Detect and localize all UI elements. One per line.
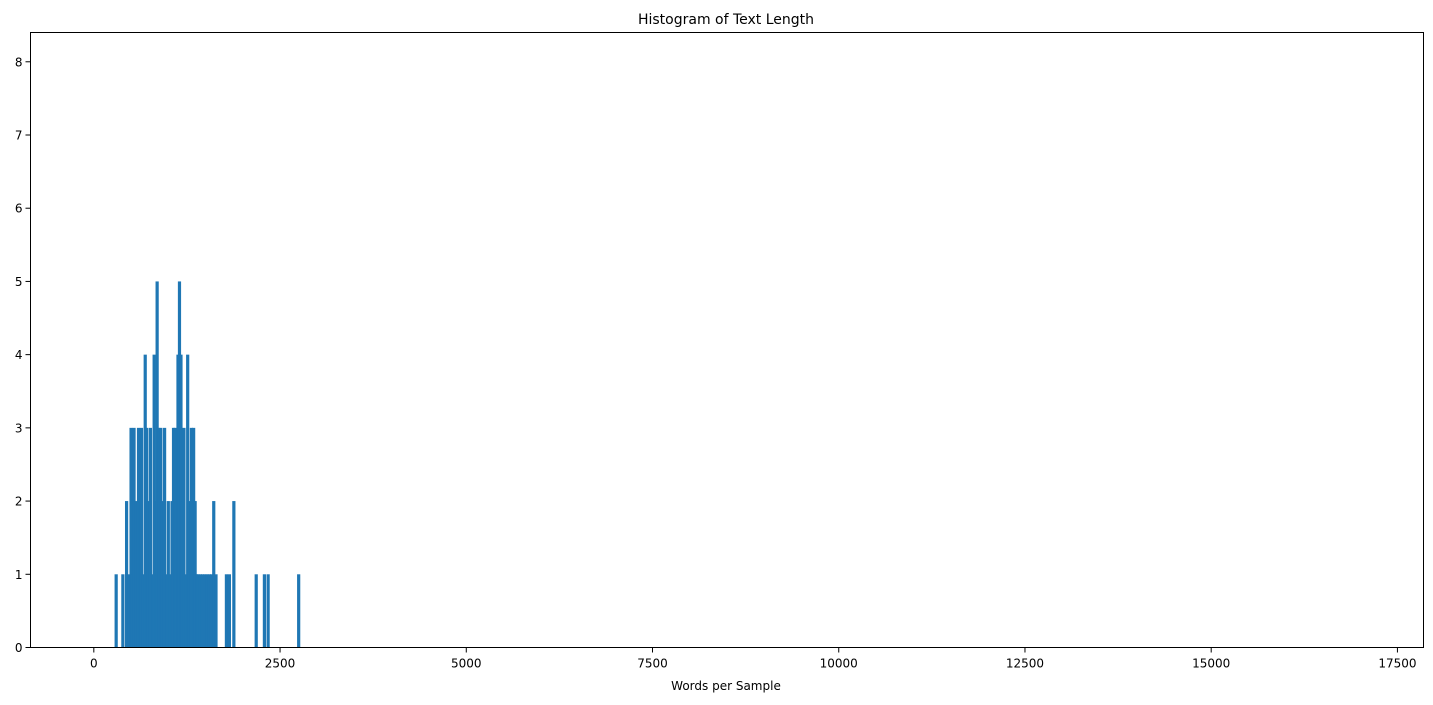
histogram-bar [227,574,231,648]
chart-title: Histogram of Text Length [638,12,814,28]
histogram-bar [121,574,125,648]
histogram-bar [166,501,170,648]
x-tick-label: 10000 [820,657,858,671]
x-axis: 0 2500 5000 7500 10000 12500 15000 17500 [90,647,1417,671]
plot-frame [30,32,1424,648]
histogram-bar [262,574,266,648]
histogram-bar [139,427,144,648]
histogram-bar [193,501,197,648]
y-tick-label: 6 [15,202,23,216]
histogram-bar [182,427,186,648]
histogram-bar [203,574,207,648]
x-axis-label: Words per Sample [671,679,781,693]
histogram-bar [266,574,270,648]
y-tick-label: 3 [15,421,23,435]
y-tick-label: 2 [15,495,23,509]
x-tick-label: 2500 [265,657,296,671]
histogram-bar [162,427,167,648]
x-tick-label: 15000 [1192,657,1230,671]
histogram-bar [127,574,131,648]
histogram-bar [146,501,150,648]
histogram-bar [157,427,161,648]
histogram-bar [232,501,236,648]
histogram-bar [224,574,229,648]
histogram-bar [212,501,216,648]
x-tick-label: 0 [90,657,98,671]
histogram-bar [189,427,193,648]
histogram-bar [254,574,258,648]
y-tick-label: 8 [15,55,23,69]
histogram-bar [209,574,214,648]
y-tick-label: 5 [15,275,23,289]
histogram-bar [196,574,200,648]
x-tick-label: 17500 [1378,657,1416,671]
histogram-bar [114,574,118,648]
histogram-bar [205,574,209,648]
histogram-bar [132,427,136,648]
bar-series [114,281,301,648]
histogram-bar [198,574,202,648]
x-tick-label: 12500 [1006,657,1044,671]
y-tick-label: 1 [15,568,23,582]
y-tick-label: 7 [15,129,23,143]
histogram-bar [187,501,191,648]
histogram-bar [141,574,145,648]
histogram-bar [297,574,301,648]
histogram-bar [207,574,211,648]
histogram-bar [148,427,153,648]
histogram-bar [134,501,138,648]
x-tick-label: 7500 [637,657,668,671]
histogram-bar [168,574,172,648]
y-axis: 0 1 2 3 4 5 6 7 8 [15,55,31,655]
histogram-bar [214,574,218,648]
histogram-bar [124,501,129,648]
y-tick-label: 0 [15,641,23,655]
histogram-bar [200,574,205,648]
histogram-bar [129,427,133,648]
histogram-bar [160,501,164,648]
x-tick-label: 5000 [451,657,482,671]
y-tick-label: 4 [15,348,23,362]
